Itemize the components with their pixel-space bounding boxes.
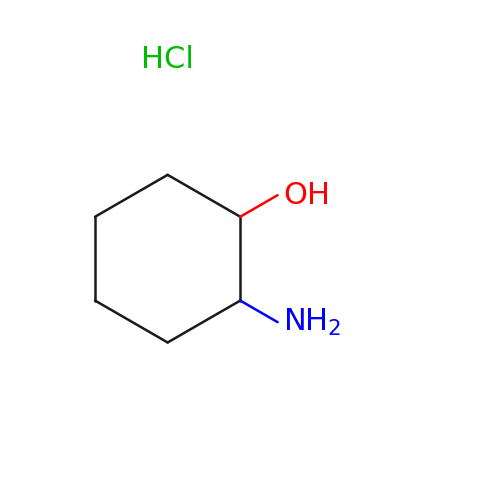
Text: HCl: HCl	[141, 46, 194, 74]
Text: OH: OH	[283, 181, 331, 210]
Text: NH$_2$: NH$_2$	[283, 307, 342, 338]
